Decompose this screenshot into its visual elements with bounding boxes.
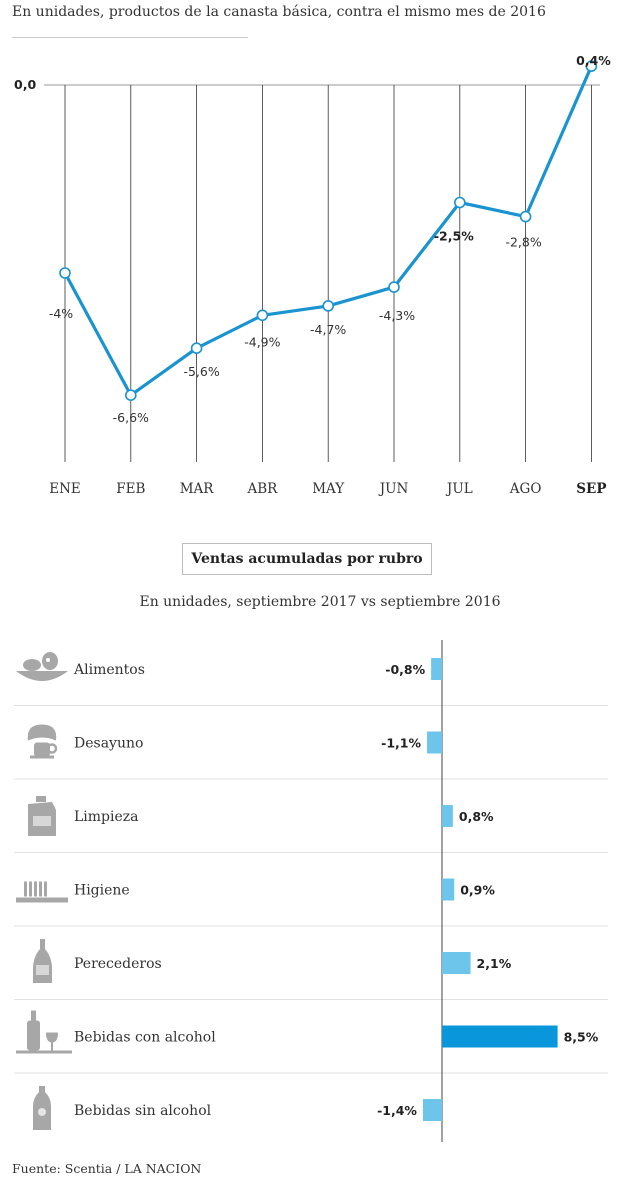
bar-value-label: 0,9% (460, 883, 495, 898)
wine-bottle-glass-icon (16, 1010, 72, 1054)
bar-value-label: 8,5% (564, 1030, 599, 1045)
detergent-bottle-icon (28, 796, 56, 836)
bar-value-label: -1,1% (381, 736, 421, 751)
bar (431, 658, 442, 680)
zero-tick-label: 0,0 (14, 77, 36, 92)
bar (442, 952, 471, 974)
food-plate-icon (16, 652, 68, 681)
bottle-icon (33, 939, 52, 983)
croissant-coffee-icon (27, 724, 58, 759)
category-label: Bebidas sin alcohol (74, 1103, 212, 1119)
x-tick-label: MAY (312, 481, 345, 497)
bar (422, 1099, 442, 1121)
data-label: -6,6% (113, 410, 149, 425)
toothbrush-icon (16, 881, 68, 903)
data-label: -5,6% (183, 364, 219, 379)
bar-value-label: -1,4% (377, 1103, 417, 1118)
category-label: Desayuno (74, 736, 143, 752)
data-label: -4,7% (310, 322, 346, 337)
bar-value-label: 0,8% (459, 809, 494, 824)
data-point (322, 300, 335, 312)
section-subtitle: En unidades, septiembre 2017 vs septiemb… (139, 594, 501, 610)
x-tick-label: JUL (445, 481, 473, 497)
data-point (388, 281, 400, 293)
x-tick-label: JUN (378, 481, 409, 497)
data-point (125, 389, 137, 402)
data-label: -4,9% (244, 334, 280, 349)
bar (442, 1025, 558, 1048)
x-tick-label: AGO (509, 481, 542, 497)
bar (442, 878, 455, 901)
bar (442, 805, 453, 827)
category-label: Perecederos (74, 956, 162, 972)
section-title: Ventas acumuladas por rubro (182, 543, 432, 575)
data-point (519, 210, 532, 223)
chart-subtitle: En unidades, productos de la canasta bás… (12, 4, 546, 20)
x-tick-label: MAR (180, 481, 215, 497)
subtitle-divider (12, 37, 248, 38)
data-label: -4,3% (379, 308, 415, 323)
x-tick-label: FEB (116, 481, 145, 497)
data-label: 0,4% (576, 53, 611, 68)
data-label: -2,5% (434, 229, 474, 244)
category-label: Limpieza (74, 809, 139, 825)
data-label: -2,8% (505, 235, 541, 250)
data-point (190, 342, 203, 355)
bar (427, 731, 442, 754)
x-tick-label: ENE (49, 481, 81, 497)
data-point (585, 60, 598, 72)
bar-value-label: 2,1% (477, 956, 512, 971)
data-point (59, 267, 71, 279)
bar-value-label: -0,8% (385, 662, 425, 677)
data-point (453, 196, 466, 209)
category-label: Higiene (74, 883, 130, 899)
x-tick-label: SEP (576, 481, 606, 497)
soda-bottle-icon (33, 1086, 51, 1130)
category-label: Bebidas con alcohol (74, 1030, 216, 1046)
x-tick-label: ABR (246, 481, 278, 497)
source-note: Fuente: Scentia / LA NACION (12, 1161, 202, 1176)
category-label: Alimentos (73, 662, 145, 678)
data-point (256, 309, 269, 322)
line-chart: 0,0 ENE FEB MAR ABR MAY JUN JUL AGO SEP -4% -6,6% -5… (14, 53, 611, 497)
data-label: -4% (49, 306, 73, 321)
